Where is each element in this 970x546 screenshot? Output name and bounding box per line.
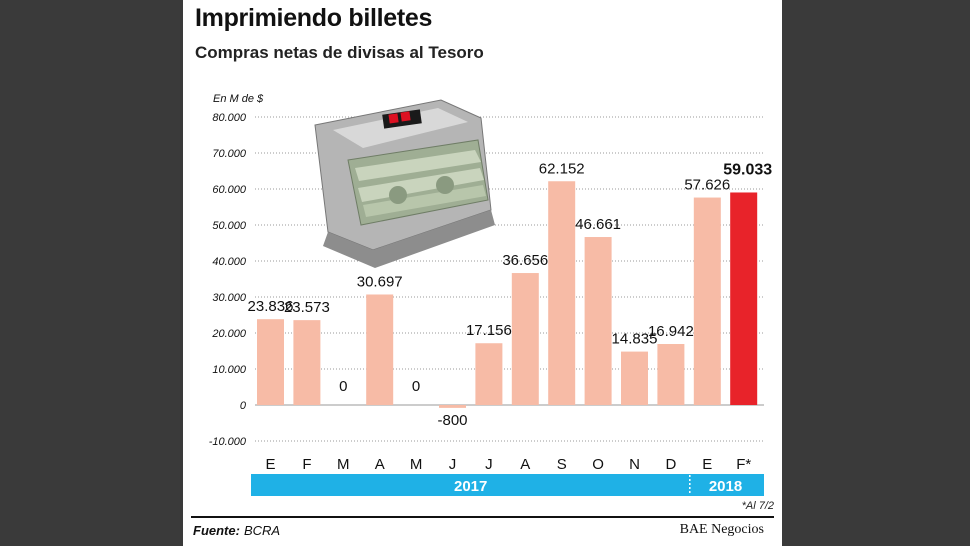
x-tick-label: M bbox=[337, 456, 350, 473]
x-tick-label: N bbox=[629, 456, 640, 473]
bar bbox=[257, 319, 284, 405]
bar bbox=[548, 181, 576, 405]
value-label: 36.656 bbox=[502, 252, 548, 269]
x-tick-label: O bbox=[592, 456, 604, 473]
x-tick-label: D bbox=[665, 456, 676, 473]
footnote: *Al 7/2 bbox=[741, 500, 774, 512]
value-label: 0 bbox=[339, 378, 347, 395]
y-tick-label: 60.000 bbox=[212, 184, 247, 196]
bar bbox=[439, 405, 466, 408]
bar-chart: 80.000 70.000 60.000 50.000 40.000 30.000 20.0… bbox=[209, 99, 773, 496]
brand-logo: BAE Negocios bbox=[679, 522, 764, 537]
value-label: 30.697 bbox=[357, 273, 403, 290]
y-tick-label: 40.000 bbox=[212, 256, 247, 268]
bar bbox=[366, 294, 394, 405]
value-label: 46.661 bbox=[575, 216, 621, 233]
unit-label: En M de $ bbox=[213, 93, 264, 105]
y-axis-ticks: 80.000 70.000 60.000 50.000 40.000 30.000 20.0… bbox=[209, 112, 247, 448]
x-tick-label: J bbox=[485, 456, 493, 473]
chart-subtitle: Compras netas de divisas al Tesoro bbox=[195, 43, 484, 62]
x-tick-label: M bbox=[410, 456, 423, 473]
x-axis-labels: E F M A M J J A S O N D E F* bbox=[265, 456, 751, 473]
y-tick-label: 70.000 bbox=[212, 148, 247, 160]
bar bbox=[511, 273, 539, 405]
value-label: 57.626 bbox=[684, 177, 730, 194]
x-tick-label: E bbox=[702, 456, 712, 473]
source-line: Fuente: BCRA bbox=[193, 523, 280, 538]
y-tick-label: 30.000 bbox=[212, 292, 247, 304]
x-tick-label: A bbox=[375, 456, 385, 473]
y-tick-label: -10.000 bbox=[209, 436, 247, 448]
value-label: 14.835 bbox=[612, 331, 658, 348]
bar bbox=[584, 237, 612, 405]
value-label: 62.152 bbox=[539, 160, 585, 177]
year-band-bar bbox=[251, 474, 764, 496]
year-label: 2017 bbox=[454, 478, 487, 495]
value-label: 16.942 bbox=[648, 323, 694, 340]
x-tick-label: E bbox=[265, 456, 275, 473]
value-label: 0 bbox=[412, 378, 420, 395]
y-tick-label: 0 bbox=[240, 400, 247, 412]
y-tick-label: 20.000 bbox=[211, 328, 247, 340]
y-tick-label: 80.000 bbox=[212, 112, 247, 124]
footer-divider bbox=[191, 516, 774, 518]
x-tick-label: F* bbox=[736, 456, 751, 473]
bar bbox=[293, 320, 321, 405]
y-tick-label: 10.000 bbox=[212, 364, 247, 376]
y-tick-label: 50.000 bbox=[212, 220, 247, 232]
bar bbox=[693, 197, 721, 405]
value-label: 59.033 bbox=[723, 161, 772, 178]
value-label: 23.836 bbox=[248, 298, 294, 315]
value-label: 17.156 bbox=[466, 322, 512, 339]
bar bbox=[621, 351, 648, 405]
infographic-panel: Imprimiendo billetes Compras netas de di… bbox=[183, 0, 782, 546]
bill-counter-icon bbox=[314, 99, 495, 268]
bar bbox=[475, 343, 503, 405]
x-tick-label: J bbox=[449, 456, 457, 473]
source-label: Fuente: bbox=[193, 523, 240, 538]
chart-title: Imprimiendo billetes bbox=[195, 4, 433, 32]
source-value: BCRA bbox=[243, 523, 281, 538]
value-label: -800 bbox=[437, 412, 467, 429]
year-label: 2018 bbox=[709, 478, 742, 495]
bars bbox=[257, 181, 758, 408]
bar bbox=[657, 344, 685, 405]
year-band: 2017 2018 bbox=[251, 474, 764, 496]
x-tick-label: S bbox=[557, 456, 567, 473]
value-label: 23.573 bbox=[284, 299, 330, 316]
x-tick-label: A bbox=[520, 456, 530, 473]
bar bbox=[730, 192, 758, 405]
x-tick-label: F bbox=[302, 456, 311, 473]
